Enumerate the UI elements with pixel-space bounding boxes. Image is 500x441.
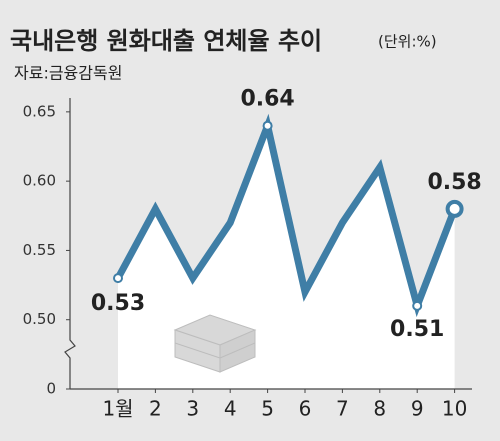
x-tick-label: 2 — [149, 397, 162, 421]
y-tick-label: 0.60 — [23, 172, 56, 190]
x-tick-label: 9 — [411, 397, 424, 421]
y-tick-label: 0.65 — [23, 102, 56, 120]
y-tick-label: 0.55 — [23, 241, 56, 259]
x-tick-label: 10 — [442, 397, 467, 421]
x-tick-label: 1월 — [102, 397, 133, 421]
chart-title: 국내은행 원화대출 연체율 추이 — [10, 27, 322, 55]
point — [445, 199, 464, 218]
source: 자료:금융감독원 — [14, 64, 122, 83]
x-tick-label: 7 — [336, 397, 349, 421]
x-tick-label: 3 — [186, 397, 199, 421]
point — [262, 120, 273, 131]
point — [113, 273, 123, 284]
x-tick-label: 6 — [299, 397, 312, 421]
unit-label: (단위:%) — [378, 33, 437, 51]
y-tick-label: 0 — [46, 380, 56, 398]
line — [114, 113, 458, 318]
y-axis — [64, 98, 76, 389]
x-tick-label: 8 — [373, 397, 386, 421]
value-label: 0.51 — [390, 317, 444, 342]
value-label: 0.58 — [427, 170, 481, 195]
value-label: 0.64 — [240, 87, 294, 112]
value-label: 0.53 — [91, 291, 145, 316]
point — [412, 300, 423, 311]
x-tick-label: 4 — [224, 397, 237, 421]
y-tick-label: 0.50 — [23, 310, 56, 328]
x-tick-label: 5 — [261, 397, 274, 421]
money-icon — [173, 314, 257, 373]
